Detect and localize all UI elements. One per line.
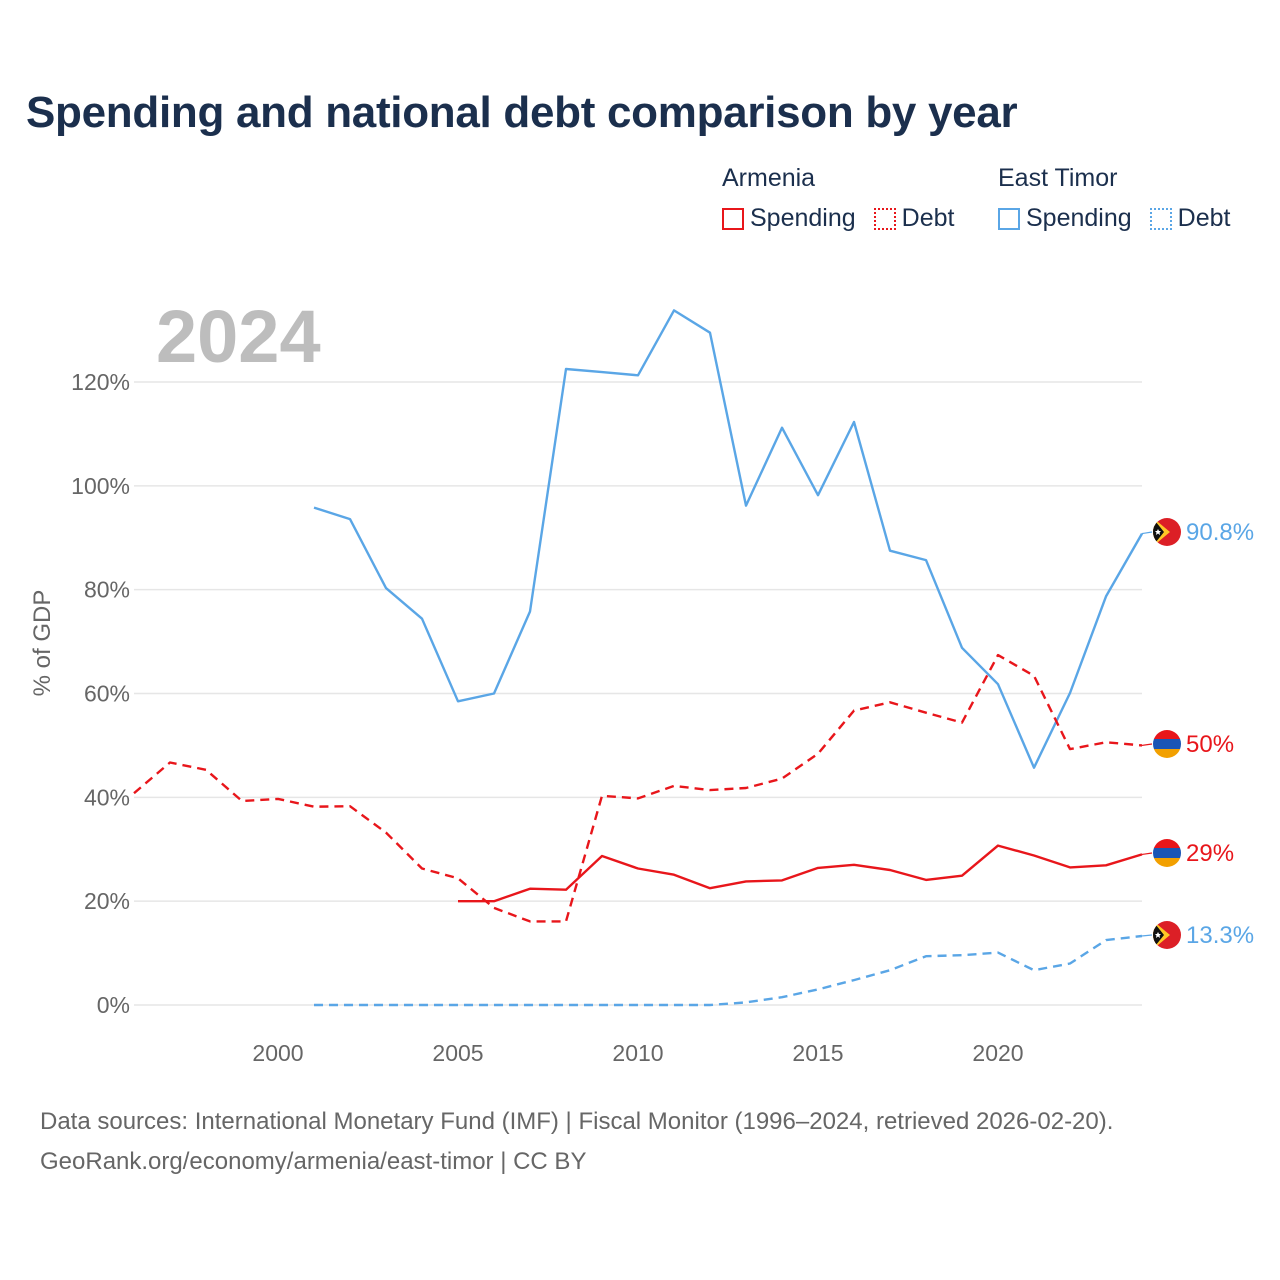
legend-item-label: Spending bbox=[750, 204, 856, 232]
legend-swatch-dotted bbox=[873, 207, 896, 230]
x-tick-label: 2015 bbox=[792, 1040, 843, 1066]
legend-swatch-dotted bbox=[1149, 207, 1172, 230]
source-note: Data sources: International Monetary Fun… bbox=[40, 1108, 1114, 1135]
source-link[interactable]: GeoRank.org/economy/armenia/east-timor |… bbox=[40, 1148, 587, 1175]
year-watermark: 2024 bbox=[156, 295, 321, 378]
legend-east-timor-debt[interactable]: Debt bbox=[1149, 204, 1231, 233]
legend-swatch-solid bbox=[998, 207, 1020, 230]
x-tick-label: 2000 bbox=[252, 1040, 303, 1066]
armenia-flag-icon bbox=[1153, 730, 1181, 758]
series-line-east-timor-spending[interactable] bbox=[313, 309, 1144, 769]
y-tick-label: 0% bbox=[97, 992, 130, 1018]
east-timor-flag-icon bbox=[1153, 921, 1181, 949]
y-tick-label: 40% bbox=[84, 784, 130, 810]
end-connector bbox=[1141, 934, 1153, 937]
legend-item-label: Debt bbox=[1177, 204, 1231, 232]
series-line-armenia-debt[interactable] bbox=[133, 653, 1143, 923]
y-tick-label: 100% bbox=[71, 473, 130, 499]
end-value-label: 50% bbox=[1186, 731, 1234, 758]
legend-swatch-solid bbox=[722, 207, 744, 230]
legend-east-timor: East Timor Spending Debt bbox=[998, 162, 1230, 233]
series-line-armenia-spending[interactable] bbox=[458, 844, 1143, 903]
east-timor-flag-icon bbox=[1153, 518, 1181, 546]
legend-armenia-debt[interactable]: Debt bbox=[873, 204, 955, 233]
legend-item-label: Spending bbox=[1026, 204, 1132, 232]
legend-item-label: Debt bbox=[901, 204, 955, 232]
y-tick-label: 80% bbox=[84, 577, 130, 603]
legend-east-timor-spending[interactable]: Spending bbox=[998, 204, 1132, 233]
legend-country-label: East Timor bbox=[998, 164, 1118, 192]
armenia-flag-icon bbox=[1153, 839, 1181, 867]
x-tick-label: 2020 bbox=[972, 1040, 1023, 1066]
end-connector bbox=[1141, 743, 1153, 747]
legend-armenia: Armenia Spending Debt bbox=[722, 162, 954, 233]
y-tick-label: 20% bbox=[84, 888, 130, 914]
end-value-label: 13.3% bbox=[1186, 922, 1254, 949]
end-connector bbox=[1141, 531, 1153, 535]
series-line-east-timor-debt[interactable] bbox=[314, 934, 1143, 1007]
chart-title: Spending and national debt comparison by… bbox=[26, 88, 1018, 137]
end-value-label: 29% bbox=[1186, 840, 1234, 867]
y-tick-label: 120% bbox=[71, 369, 130, 395]
y-axis-label: % of GDP bbox=[29, 590, 56, 697]
y-tick-label: 60% bbox=[84, 681, 130, 707]
legend-country-label: Armenia bbox=[722, 164, 816, 192]
x-tick-label: 2005 bbox=[432, 1040, 483, 1066]
legend-armenia-spending[interactable]: Spending bbox=[722, 204, 856, 233]
x-tick-label: 2010 bbox=[612, 1040, 663, 1066]
end-connector bbox=[1141, 852, 1153, 856]
end-value-label: 90.8% bbox=[1186, 519, 1254, 546]
